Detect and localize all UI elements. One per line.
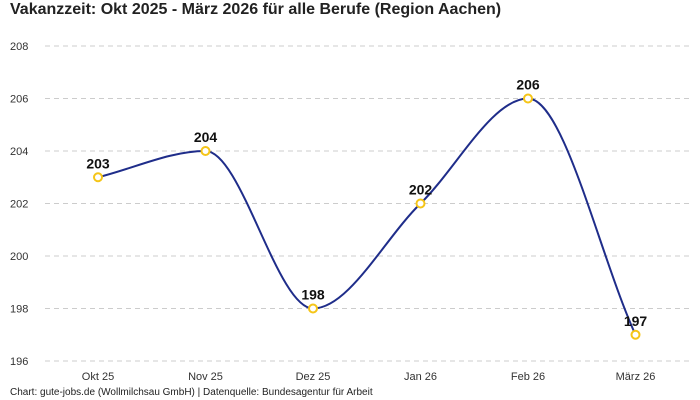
x-tick-label: Okt 25	[82, 371, 114, 383]
data-point	[200, 146, 211, 156]
x-axis-ticks: Okt 25 Nov 25 Dez 25 Jan 26 Feb 26 März 26	[82, 371, 656, 383]
x-tick-label: Feb 26	[511, 371, 545, 383]
data-point	[93, 172, 103, 183]
data-label: 197	[624, 313, 648, 329]
data-label: 202	[409, 182, 433, 198]
data-labels: 203 204 198 202 206 197	[86, 77, 647, 329]
data-point	[308, 303, 318, 314]
series-line-group	[97, 97, 637, 336]
data-point	[415, 198, 426, 209]
x-tick-label: Nov 25	[188, 371, 223, 383]
data-point	[630, 329, 641, 340]
chart-title: Vakanzzeit: Okt 2025 - März 2026 für all…	[10, 1, 502, 18]
x-tick-label: Jan 26	[404, 371, 437, 383]
data-label: 206	[516, 77, 540, 93]
data-label: 198	[301, 287, 325, 303]
y-axis-ticks: 196 198 200 202 204 206 208	[10, 41, 28, 368]
y-tick-label: 206	[10, 94, 28, 106]
y-tick-label: 202	[10, 199, 28, 211]
chart-source-footer: Chart: gute-jobs.de (Wollmilchsau GmbH) …	[10, 387, 373, 398]
data-label: 204	[194, 129, 218, 145]
data-point	[523, 93, 533, 104]
data-label: 203	[86, 155, 110, 171]
data-points	[93, 93, 641, 340]
series-line	[97, 97, 637, 336]
y-tick-label: 204	[10, 146, 28, 158]
y-tick-label: 196	[10, 356, 28, 368]
x-tick-label: Dez 25	[296, 371, 331, 383]
y-tick-label: 200	[10, 251, 28, 263]
grid-lines	[45, 45, 690, 362]
x-tick-label: März 26	[616, 371, 656, 383]
y-tick-label: 208	[10, 41, 28, 53]
y-tick-label: 198	[10, 304, 28, 316]
